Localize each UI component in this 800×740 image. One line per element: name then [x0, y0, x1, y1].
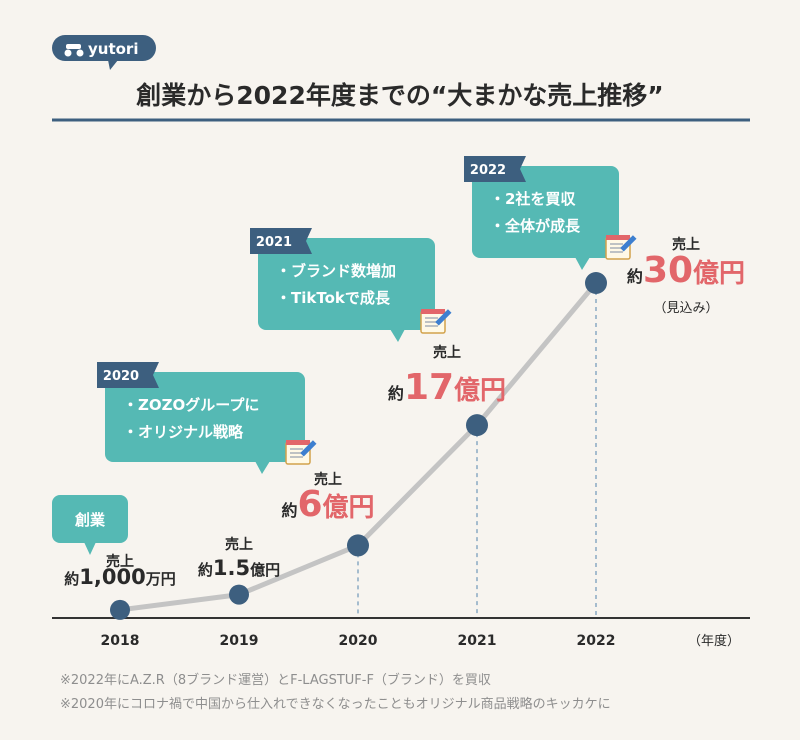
- x-tick-label: 2022: [577, 633, 616, 649]
- value-label: 約17億円: [388, 367, 506, 408]
- data-points: [110, 272, 607, 620]
- callout-year: 2022: [470, 163, 506, 178]
- value-label-top: 売上: [672, 236, 700, 253]
- data-point: [110, 599, 130, 620]
- callout-box: [472, 166, 619, 258]
- callout-label: 創業: [74, 511, 106, 529]
- callout-line: ・TikTokで成長: [276, 289, 391, 307]
- brand-badge-tail: [108, 60, 118, 70]
- value-label-top: 売上: [433, 344, 461, 361]
- year-ribbon: [250, 228, 312, 254]
- note-1: ※2022年にA.Z.R（8ブランド運営）とF-LAGSTUF-F（ブランド）を…: [60, 672, 491, 688]
- callout-year: 2021: [256, 235, 292, 250]
- header: yutori 創業から2022年度までの“大まかな売上推移”: [52, 35, 750, 122]
- callout-year: 2020: [103, 369, 139, 384]
- callout-line: ・ブランド数増加: [276, 262, 396, 280]
- value-label-top: 売上: [314, 471, 342, 488]
- callout-line: ・2社を買収: [490, 190, 576, 208]
- callout-line: ・オリジナル戦略: [123, 423, 244, 441]
- x-tick-label: 2019: [220, 633, 259, 649]
- x-tick-label: 2020: [339, 633, 378, 649]
- x-tick-label: 2018: [101, 633, 140, 649]
- memo-pencil-icon: [420, 309, 452, 334]
- annotation-callouts: 創業 2020 ・ZOZOグループに・オリジナル戦略 2021 ・ブランド数増加・Tik…: [52, 156, 637, 555]
- data-point: [229, 584, 249, 605]
- callout-box: [258, 238, 435, 330]
- value-label: 約30億円: [627, 250, 745, 291]
- data-point: [585, 272, 607, 294]
- callout-box: [105, 372, 305, 462]
- brand-name: yutori: [88, 40, 138, 58]
- data-point: [347, 534, 369, 557]
- memo-pencil-icon: [605, 235, 637, 260]
- year-guides: [357, 283, 597, 618]
- value-label: 約6億円: [281, 484, 374, 525]
- callout-tail: [390, 329, 405, 342]
- value-label-sub: （見込み）: [653, 301, 718, 316]
- year-ribbon: [464, 156, 526, 182]
- value-label-top: 売上: [106, 553, 134, 570]
- callout-line: ・ZOZOグループに: [123, 396, 259, 414]
- year-ribbon: [97, 362, 159, 388]
- callout-tail: [255, 461, 270, 474]
- x-unit-label: （年度）: [688, 633, 740, 649]
- x-tick-labels: 2018 2019 2020 2021 2022: [101, 633, 616, 649]
- value-label: 約1.5億円: [198, 556, 280, 580]
- motorbike-logo-icon: [64, 44, 84, 57]
- value-label: 約1,000万円: [64, 565, 175, 589]
- value-label-top: 売上: [225, 536, 253, 553]
- data-point: [466, 414, 488, 437]
- callout-tail: [84, 542, 96, 555]
- x-tick-label: 2021: [458, 633, 497, 649]
- note-2: ※2020年にコロナ禍で中国から仕入れできなくなったこともオリジナル商品戦略のキ…: [60, 696, 611, 712]
- callout-tail: [575, 257, 590, 270]
- callout-box: [52, 495, 128, 543]
- callout-line: ・全体が成長: [490, 217, 581, 235]
- value-labels: 売上約1,000万円売上約1.5億円売上約6億円売上約17億円売上約30億円（見…: [64, 236, 745, 589]
- memo-pencil-icon: [285, 440, 317, 465]
- page-title: 創業から2022年度までの“大まかな売上推移”: [136, 81, 663, 110]
